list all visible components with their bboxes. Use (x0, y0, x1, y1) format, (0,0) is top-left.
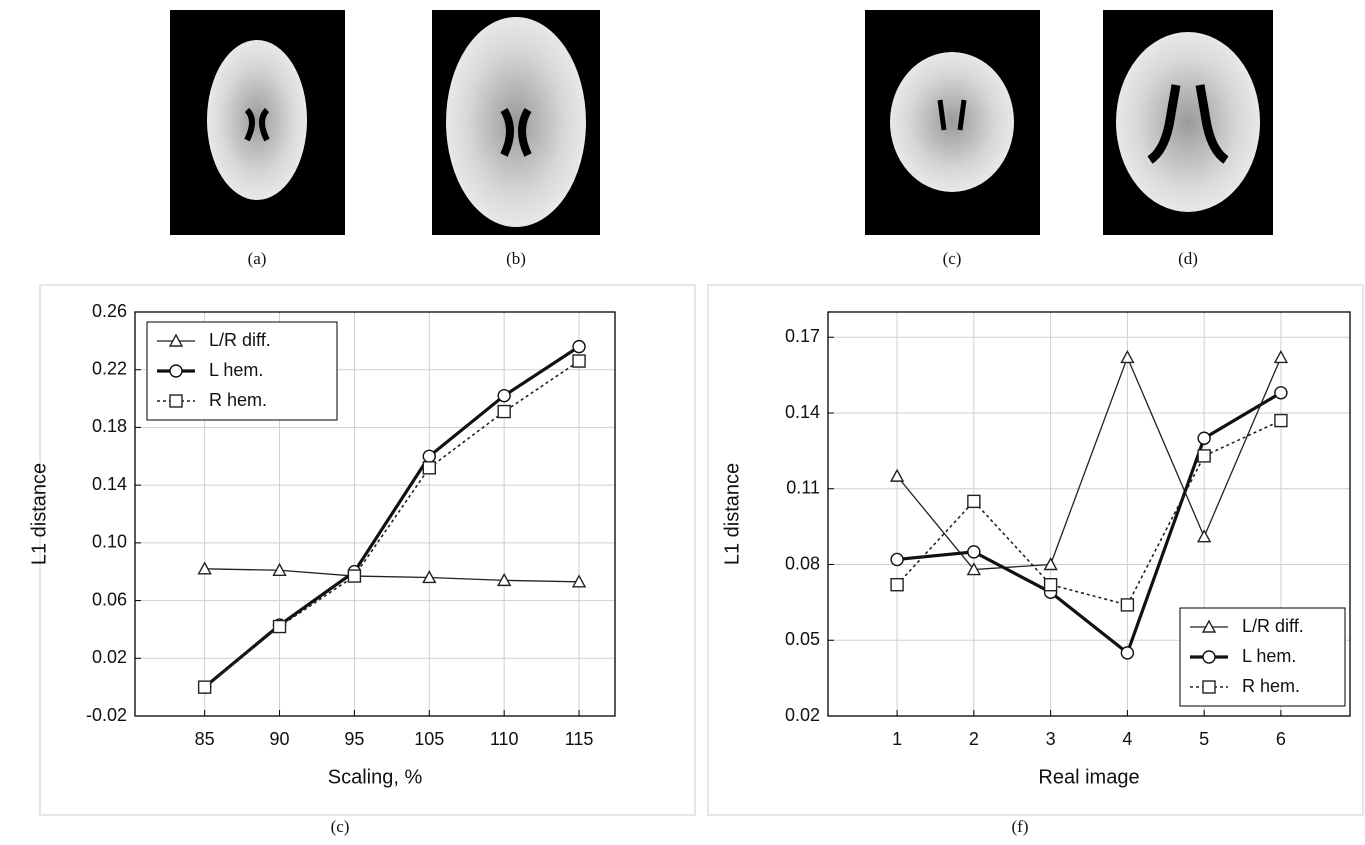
legend-label: R hem. (209, 390, 267, 410)
y-axis-label: L1 distance (721, 463, 743, 565)
y-tick-label: 0.17 (785, 326, 820, 346)
marker (1202, 650, 1216, 664)
legend-label: R hem. (1242, 676, 1300, 696)
marker (497, 404, 511, 419)
image-caption: (b) (506, 249, 526, 268)
marker (197, 561, 212, 575)
marker (1120, 598, 1135, 612)
marker (1197, 431, 1211, 445)
legend-label: L hem. (209, 360, 263, 380)
panel-frame (707, 284, 1364, 816)
y-tick-label: 0.02 (785, 705, 820, 725)
y-tick-label: 0.08 (785, 553, 820, 573)
chart-caption: (f) (1012, 817, 1029, 836)
image-caption: (a) (248, 249, 267, 268)
marker (967, 545, 981, 559)
marker (197, 680, 212, 694)
image-b (432, 10, 600, 235)
series-line (896, 355, 1282, 571)
image-caption: (c) (943, 249, 962, 268)
series-line (896, 391, 1282, 656)
marker (1274, 413, 1288, 428)
marker (1274, 386, 1288, 400)
series-line (204, 360, 580, 688)
marker (169, 364, 183, 378)
x-tick-label: 6 (1276, 729, 1286, 749)
y-tick-label: 0.14 (92, 474, 127, 494)
legend-label: L hem. (1242, 646, 1296, 666)
marker (572, 339, 586, 354)
marker (272, 619, 287, 634)
image-a (170, 10, 345, 235)
x-axis-label: Real image (1038, 766, 1139, 788)
marker (890, 578, 904, 592)
x-tick-label: 3 (1046, 729, 1056, 749)
marker (496, 572, 512, 587)
panel-frame (39, 284, 696, 816)
x-tick-label: 85 (195, 729, 215, 749)
marker (272, 562, 287, 576)
marker (1043, 578, 1058, 592)
marker (1197, 449, 1211, 463)
marker (1120, 349, 1135, 364)
marker (422, 449, 436, 463)
marker (1196, 529, 1212, 543)
plot-frame (827, 311, 1351, 717)
marker (889, 468, 905, 482)
x-tick-label: 1 (892, 729, 902, 749)
image-c (865, 10, 1040, 235)
marker (422, 461, 436, 475)
y-tick-label: -0.02 (86, 705, 127, 725)
x-tick-label: 95 (344, 729, 364, 749)
marker (967, 494, 981, 509)
x-tick-label: 4 (1122, 729, 1132, 749)
y-tick-label: 0.06 (92, 589, 127, 609)
y-tick-label: 0.26 (92, 301, 127, 321)
y-tick-label: 0.10 (92, 532, 127, 552)
marker (422, 570, 437, 584)
series-line (896, 419, 1282, 606)
x-tick-label: 2 (969, 729, 979, 749)
legend-label: L/R diff. (1242, 616, 1304, 636)
series-line (204, 568, 580, 583)
image-d (1103, 10, 1273, 235)
y-tick-label: 0.14 (785, 402, 820, 422)
chart-caption: (c) (331, 817, 350, 836)
marker (1202, 680, 1216, 694)
marker (1120, 646, 1135, 660)
marker (1273, 349, 1289, 364)
marker (966, 562, 982, 576)
legend-label: L/R diff. (209, 330, 271, 350)
marker (571, 574, 587, 588)
marker (169, 394, 183, 408)
plot-frame (134, 311, 616, 717)
marker (168, 333, 184, 347)
x-tick-label: 5 (1199, 729, 1209, 749)
marker (572, 354, 586, 368)
image-caption: (d) (1178, 249, 1198, 268)
marker (347, 569, 362, 583)
x-tick-label: 115 (565, 729, 594, 749)
x-axis-label: Scaling, % (328, 766, 423, 788)
marker (1043, 557, 1058, 571)
marker (1201, 619, 1217, 633)
y-tick-label: 0.22 (92, 358, 127, 378)
series-line (203, 345, 580, 689)
x-tick-label: 110 (490, 729, 519, 749)
y-tick-label: 0.11 (786, 478, 820, 498)
y-tick-label: 0.05 (785, 629, 820, 649)
marker (497, 388, 511, 403)
x-tick-label: 90 (270, 729, 290, 749)
marker (890, 552, 904, 567)
y-tick-label: 0.02 (92, 647, 127, 667)
x-tick-label: 105 (414, 729, 444, 749)
y-axis-label: L1 distance (28, 463, 50, 565)
y-tick-label: 0.18 (92, 416, 127, 436)
